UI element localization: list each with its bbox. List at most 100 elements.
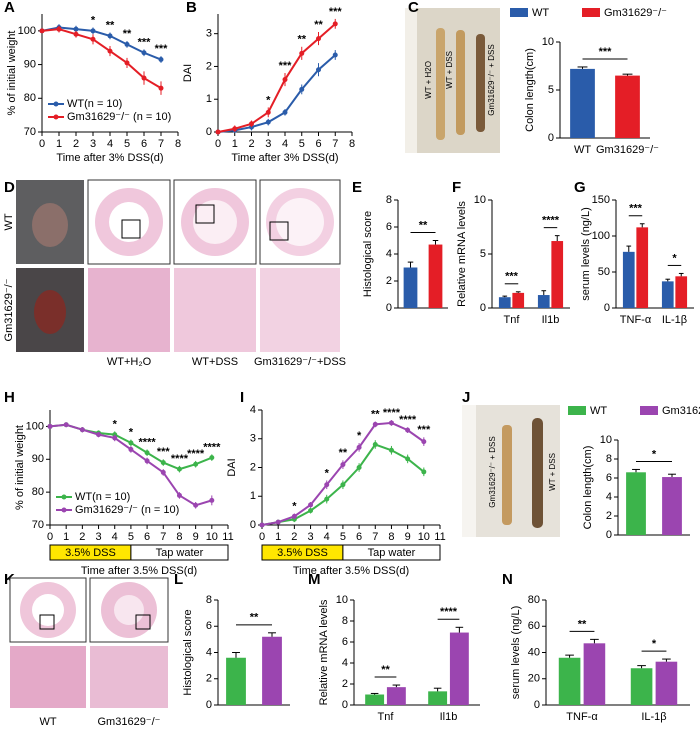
significance: **** <box>171 453 189 465</box>
y-tick-label: 100 <box>18 25 36 37</box>
x-tick-label: Gm31629⁻/⁻ <box>596 144 659 156</box>
significance: * <box>652 448 657 460</box>
point <box>340 462 346 468</box>
caption: WT <box>39 716 56 728</box>
bar <box>626 472 646 535</box>
y-tick-label: 8 <box>606 453 612 465</box>
x-axis-label: Time after 3.5% DSS(d) <box>81 565 197 577</box>
y-tick-label: 6 <box>386 221 392 233</box>
bar <box>403 267 418 308</box>
x-tick-label: 11 <box>434 531 445 543</box>
y-tick-label: 3 <box>206 28 212 40</box>
bar <box>386 687 406 705</box>
point <box>73 26 79 32</box>
x-tick-label: 10 <box>206 531 218 543</box>
y-tick-label: 0 <box>250 519 256 531</box>
point <box>47 423 53 429</box>
photo-label: WT + H2O <box>424 61 433 99</box>
significance: *** <box>279 60 293 72</box>
point <box>282 109 288 115</box>
significance: **** <box>399 414 417 426</box>
phase-box <box>130 544 229 561</box>
point <box>107 33 113 39</box>
point <box>79 427 85 433</box>
y-tick-label: 40 <box>528 646 540 658</box>
bar <box>661 281 674 308</box>
bar <box>583 643 606 705</box>
x-tick-label: 5 <box>299 138 305 150</box>
point <box>356 465 362 470</box>
y-tick-label: 2 <box>250 461 256 473</box>
significance: ** <box>371 408 380 420</box>
x-tick-label: 9 <box>405 531 411 543</box>
y-tick-label: 4 <box>386 248 392 260</box>
significance: * <box>672 252 677 264</box>
phase-label: 3.5% DSS <box>65 547 116 559</box>
y-tick-label: 3 <box>250 433 256 445</box>
panel-label: M <box>308 571 321 588</box>
x-tick-label: 6 <box>315 138 321 150</box>
point <box>324 496 330 502</box>
bar <box>537 295 550 308</box>
phase-label: 3.5% DSS <box>277 547 328 559</box>
histology-panel: K WT Gm31629⁻/⁻ <box>4 571 169 728</box>
x-tick-label: Il1b <box>440 711 458 723</box>
y-tick-label: 50 <box>598 266 610 278</box>
legend-swatch <box>568 406 586 415</box>
point <box>141 75 147 81</box>
y-axis-label: Colon length(cm) <box>582 446 594 530</box>
panel-label: L <box>174 571 183 588</box>
y-tick-label: 0 <box>386 302 392 314</box>
y-tick-label: 100 <box>26 420 44 432</box>
x-tick-label: IL-1β <box>641 711 666 723</box>
significance: **** <box>187 448 205 460</box>
significance: *** <box>155 43 169 55</box>
x-tick-label: 7 <box>332 138 338 150</box>
point <box>128 440 134 446</box>
y-tick-label: 8 <box>342 615 348 627</box>
significance: **** <box>440 606 458 618</box>
y-tick-label: 6 <box>606 472 612 484</box>
y-tick-label: 0 <box>604 302 610 314</box>
legend-label: Gm31629⁻/⁻ (n = 10) <box>67 111 171 123</box>
y-tick-label: 0 <box>342 699 348 711</box>
x-tick-label: IL-1β <box>662 314 687 326</box>
point <box>128 446 134 452</box>
bar <box>551 241 564 308</box>
significance: *** <box>599 46 613 58</box>
series-line <box>217 54 336 133</box>
x-tick-label: 0 <box>215 138 221 150</box>
significance: *** <box>505 271 519 283</box>
significance: ** <box>314 19 323 31</box>
point <box>388 447 394 453</box>
bar <box>570 68 595 138</box>
bar <box>428 691 448 705</box>
x-tick-label: 5 <box>124 138 130 150</box>
series-line <box>217 23 336 133</box>
y-tick-label: 5 <box>548 84 554 96</box>
photo-label: WT + DSS <box>548 453 557 491</box>
colon-photo: WT + H2O WT + DSS Gm31629⁻/⁻ + DSS <box>405 8 500 153</box>
x-tick-label: TNF-α <box>620 314 652 326</box>
y-tick-label: 10 <box>474 194 486 206</box>
point <box>90 36 96 42</box>
caption: Gm31629⁻/⁻ <box>98 716 161 728</box>
significance: * <box>357 430 362 442</box>
photo-label: Gm31629⁻/⁻ + DSS <box>488 436 497 507</box>
point <box>421 439 427 445</box>
point <box>232 126 238 132</box>
point <box>332 21 338 27</box>
legend-label: Gm31629⁻/⁻ <box>662 405 700 417</box>
legend-marker <box>53 114 59 120</box>
panel-label: B <box>186 0 197 16</box>
y-tick-label: 2 <box>342 678 348 690</box>
point <box>158 57 164 63</box>
point <box>372 442 378 447</box>
legend-label: WT(n = 10) <box>75 491 130 503</box>
bar <box>675 276 688 308</box>
y-tick-label: 80 <box>24 92 36 104</box>
histology-panel: D WT Gm31629⁻/⁻ WT+H₂O WT+DSS Gm31629⁻/⁻… <box>3 179 346 368</box>
x-tick-label: 2 <box>248 138 254 150</box>
legend-label: Gm31629⁻/⁻ (n = 10) <box>75 504 179 516</box>
point <box>308 502 314 508</box>
